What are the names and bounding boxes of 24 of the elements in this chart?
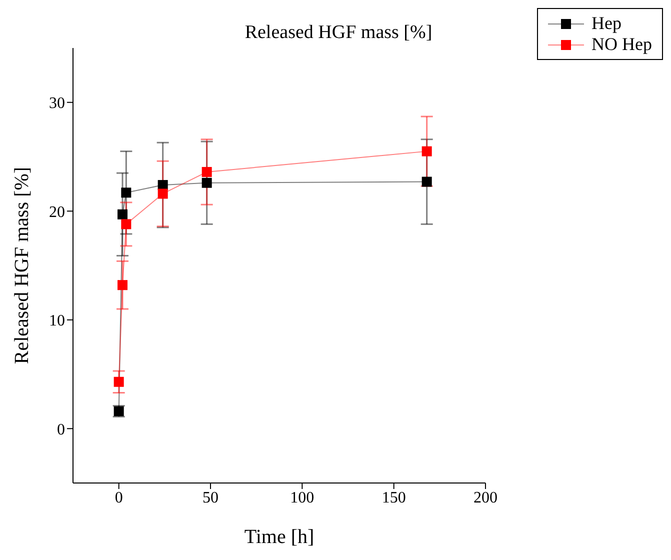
y-tick-label: 20 (49, 204, 65, 221)
point (202, 178, 212, 188)
point (158, 188, 168, 199)
legend-label: Hep (592, 13, 622, 34)
x-tick-label: 0 (114, 489, 123, 506)
point (121, 188, 132, 198)
point (118, 280, 128, 290)
x-axis-title: Time [h] (244, 526, 314, 548)
x-tick-label: 200 (474, 489, 498, 506)
chart-title: Released HGF mass [%] (244, 22, 432, 43)
point (114, 376, 124, 387)
y-tick-label: 30 (49, 95, 65, 112)
x-tick-label: 50 (202, 489, 218, 506)
x-tick-label: 150 (382, 489, 406, 506)
point (202, 166, 212, 177)
y-axis-title: Released HGF mass [%] (11, 166, 34, 364)
point (422, 176, 432, 187)
y-tick-label: 0 (57, 421, 65, 438)
legend-label: NO Hep (592, 34, 652, 55)
x-tick-label: 100 (290, 489, 314, 506)
point (118, 209, 128, 220)
y-tick-label: 10 (49, 312, 65, 330)
point (121, 219, 132, 230)
point (422, 146, 432, 156)
